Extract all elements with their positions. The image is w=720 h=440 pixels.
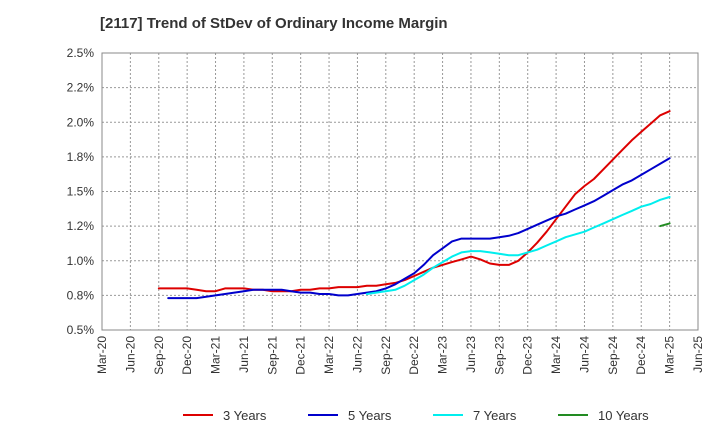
legend-label-3-years: 3 Years xyxy=(223,408,267,423)
x-tick-label: Mar-23 xyxy=(436,336,450,374)
series-line-3-years xyxy=(157,110,671,293)
y-tick-label: 2.5% xyxy=(67,46,95,60)
y-tick-label: 2.2% xyxy=(67,81,95,95)
x-axis-ticks: Mar-20 Jun-20 Sep-20 Dec-20 Mar-21 Jun-21 Sep-… xyxy=(95,336,705,375)
x-tick-label: Dec-23 xyxy=(521,336,535,375)
plot-border xyxy=(101,52,699,331)
x-tick-label: Mar-20 xyxy=(95,336,109,374)
x-tick-label: Jun-24 xyxy=(577,336,591,373)
x-tick-label: Mar-22 xyxy=(322,336,336,374)
legend-label-5-years: 5 Years xyxy=(348,408,392,423)
x-tick-label: Jun-20 xyxy=(123,336,137,373)
legend: 3 Years 5 Years 7 Years 10 Years xyxy=(183,408,649,423)
series-line-5-years xyxy=(167,157,671,300)
x-tick-label: Dec-22 xyxy=(407,336,421,375)
x-tick-label: Jun-22 xyxy=(350,336,364,373)
y-tick-label: 1.5% xyxy=(67,185,95,199)
x-tick-label: Sep-24 xyxy=(606,336,620,375)
x-tick-label: Sep-22 xyxy=(379,336,393,375)
x-tick-label: Dec-21 xyxy=(294,336,308,375)
x-tick-label: Dec-24 xyxy=(634,336,648,375)
series-line-7-years xyxy=(365,196,671,295)
y-tick-label: 0.8% xyxy=(67,288,95,302)
legend-label-7-years: 7 Years xyxy=(473,408,517,423)
x-tick-label: Sep-20 xyxy=(152,336,166,375)
x-tick-label: Mar-24 xyxy=(549,336,563,374)
x-tick-label: Sep-23 xyxy=(492,336,506,375)
y-tick-label: 1.0% xyxy=(67,254,95,268)
x-tick-label: Sep-21 xyxy=(265,336,279,375)
x-tick-label: Jun-23 xyxy=(464,336,478,373)
x-tick-label: Mar-25 xyxy=(663,336,677,374)
series-lines xyxy=(157,110,671,300)
x-tick-label: Dec-20 xyxy=(180,336,194,375)
y-tick-label: 2.0% xyxy=(67,115,95,129)
y-tick-label: 0.5% xyxy=(67,323,95,337)
legend-label-10-years: 10 Years xyxy=(598,408,649,423)
chart-title: [2117] Trend of StDev of Ordinary Income… xyxy=(100,15,448,32)
y-tick-label: 1.8% xyxy=(67,150,95,164)
series-line-10-years xyxy=(659,222,671,228)
x-tick-label: Jun-21 xyxy=(237,336,251,373)
y-axis-ticks: 0.5% 0.8% 1.0% 1.2% 1.5% 1.8% 2.0% 2.2% 2.5% xyxy=(67,46,95,337)
x-tick-label: Mar-21 xyxy=(209,336,223,374)
y-tick-label: 1.2% xyxy=(67,219,95,233)
x-tick-label: Jun-25 xyxy=(691,336,705,373)
